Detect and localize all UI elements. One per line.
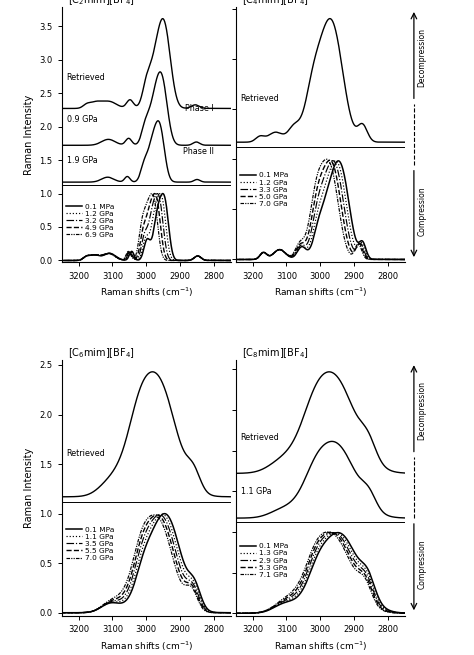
- Legend: 0.1 MPa, 1.1 GPa, 3.5 GPa, 5.5 GPa, 7.0 GPa: 0.1 MPa, 1.1 GPa, 3.5 GPa, 5.5 GPa, 7.0 …: [64, 523, 117, 564]
- Text: 1.1 GPa: 1.1 GPa: [241, 487, 271, 496]
- Text: [C$_2$mim][BF$_4$]: [C$_2$mim][BF$_4$]: [68, 0, 135, 7]
- Y-axis label: Raman Intensity: Raman Intensity: [24, 447, 34, 528]
- Legend: 0.1 MPa, 1.3 GPa, 2.9 GPa, 5.3 GPa, 7.1 GPa: 0.1 MPa, 1.3 GPa, 2.9 GPa, 5.3 GPa, 7.1 …: [237, 540, 291, 581]
- Text: 0.9 GPa: 0.9 GPa: [67, 115, 98, 124]
- Y-axis label: Raman Intensity: Raman Intensity: [24, 94, 34, 175]
- Text: [C$_8$mim][BF$_4$]: [C$_8$mim][BF$_4$]: [242, 346, 309, 360]
- Text: Phase II: Phase II: [183, 147, 214, 156]
- Legend: 0.1 MPa, 1.2 GPa, 3.3 GPa, 5.0 GPa, 7.0 GPa: 0.1 MPa, 1.2 GPa, 3.3 GPa, 5.0 GPa, 7.0 …: [237, 170, 291, 210]
- Text: 1.9 GPa: 1.9 GPa: [67, 156, 98, 165]
- Legend: 0.1 MPa, 1.2 GPa, 3.2 GPa, 4.9 GPa, 6.9 GPa: 0.1 MPa, 1.2 GPa, 3.2 GPa, 4.9 GPa, 6.9 …: [64, 200, 117, 241]
- Text: Retrieved: Retrieved: [67, 73, 105, 81]
- X-axis label: Raman shifts (cm$^{-1}$): Raman shifts (cm$^{-1}$): [100, 286, 193, 299]
- Text: [C$_4$mim][BF$_4$]: [C$_4$mim][BF$_4$]: [242, 0, 309, 7]
- X-axis label: Raman shifts (cm$^{-1}$): Raman shifts (cm$^{-1}$): [273, 639, 367, 652]
- Text: Compression: Compression: [418, 187, 426, 236]
- Text: Retrieved: Retrieved: [241, 94, 280, 103]
- Text: Compression: Compression: [418, 540, 426, 590]
- X-axis label: Raman shifts (cm$^{-1}$): Raman shifts (cm$^{-1}$): [273, 286, 367, 299]
- Text: Phase I: Phase I: [185, 104, 214, 113]
- Text: Retrieved: Retrieved: [67, 449, 105, 458]
- Text: Decompression: Decompression: [418, 28, 426, 87]
- Text: Decompression: Decompression: [418, 381, 426, 440]
- Text: Retrieved: Retrieved: [241, 434, 280, 442]
- Text: [C$_6$mim][BF$_4$]: [C$_6$mim][BF$_4$]: [68, 346, 135, 360]
- X-axis label: Raman shifts (cm$^{-1}$): Raman shifts (cm$^{-1}$): [100, 639, 193, 652]
